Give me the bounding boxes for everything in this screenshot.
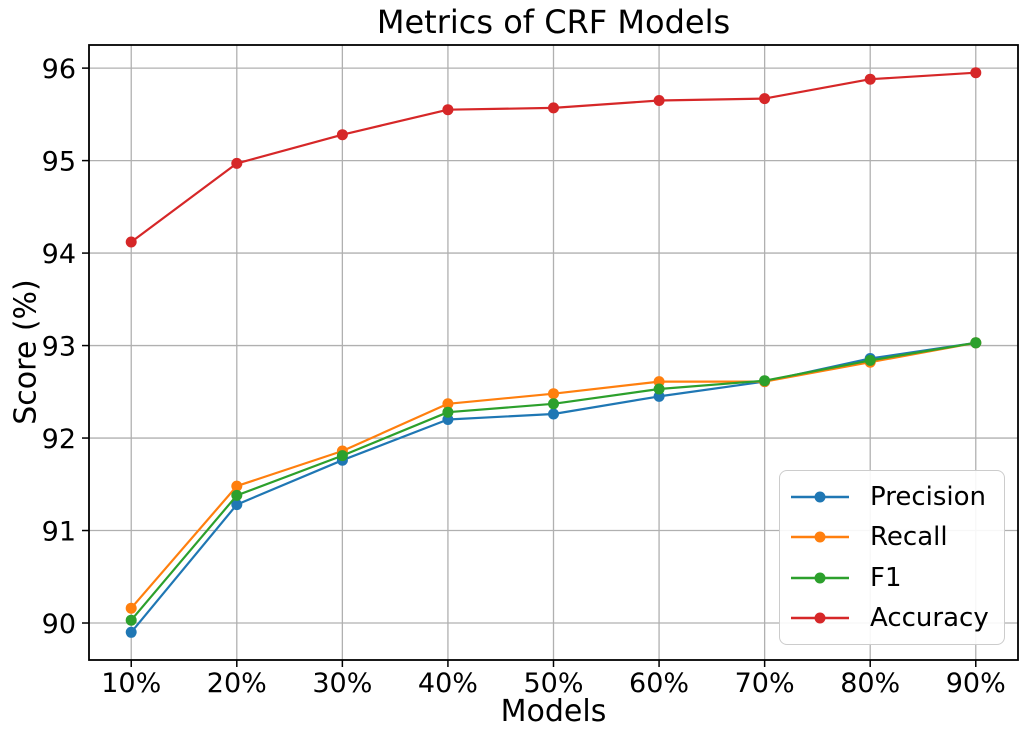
data-point-accuracy bbox=[970, 67, 982, 79]
data-point-accuracy bbox=[548, 102, 559, 114]
x-tick-label: 60% bbox=[629, 668, 689, 699]
legend-line-sample-icon bbox=[791, 531, 849, 543]
data-point-f1 bbox=[970, 337, 982, 349]
legend-line-sample-icon bbox=[791, 491, 849, 503]
x-tick-label: 50% bbox=[523, 668, 583, 699]
x-tick-label: 90% bbox=[946, 668, 1006, 699]
data-point-recall bbox=[125, 602, 137, 614]
legend-label: Accuracy bbox=[870, 602, 989, 633]
data-point-f1 bbox=[231, 489, 243, 501]
x-tick-label: 70% bbox=[735, 668, 795, 699]
y-tick-label: 92 bbox=[42, 424, 76, 455]
legend-item-accuracy: Accuracy bbox=[790, 603, 1004, 633]
y-tick-label: 96 bbox=[42, 54, 76, 85]
legend-line-sample-icon bbox=[791, 612, 849, 624]
x-tick-label: 80% bbox=[840, 668, 900, 699]
data-point-f1 bbox=[653, 383, 665, 395]
legend-item-recall: Recall bbox=[790, 522, 1004, 552]
y-tick-label: 95 bbox=[42, 147, 76, 178]
data-point-accuracy bbox=[336, 129, 348, 141]
data-point-precision bbox=[125, 626, 137, 638]
legend-item-f1: F1 bbox=[790, 563, 1004, 593]
x-tick-label: 20% bbox=[207, 668, 267, 699]
legend-line-sample-icon bbox=[791, 572, 849, 584]
data-point-recall bbox=[442, 398, 454, 410]
axes-frame bbox=[88, 44, 1019, 661]
data-point-recall bbox=[548, 388, 559, 400]
x-axis-label: Models bbox=[500, 694, 607, 729]
y-axis-label: Score (%) bbox=[8, 279, 44, 425]
data-point-f1 bbox=[548, 398, 559, 410]
data-point-precision bbox=[548, 408, 559, 420]
legend: Precision Recall F1 Accuracy bbox=[779, 470, 1005, 645]
x-tick-label: 30% bbox=[312, 668, 372, 699]
legend-label: Precision bbox=[870, 482, 987, 513]
x-tick-label: 10% bbox=[101, 668, 161, 699]
data-point-f1 bbox=[442, 406, 454, 418]
data-point-accuracy bbox=[653, 95, 665, 106]
data-point-accuracy bbox=[759, 93, 771, 105]
data-point-accuracy bbox=[125, 236, 137, 248]
data-point-precision bbox=[231, 499, 243, 511]
y-tick-label: 91 bbox=[42, 517, 76, 548]
y-tick-label: 94 bbox=[42, 239, 76, 270]
legend-label: F1 bbox=[870, 562, 902, 593]
data-point-f1 bbox=[125, 614, 137, 626]
data-point-recall bbox=[231, 480, 243, 492]
legend-label: Recall bbox=[870, 522, 948, 553]
data-point-accuracy bbox=[864, 73, 876, 85]
legend-item-precision: Precision bbox=[790, 482, 1004, 512]
y-tick-label: 93 bbox=[42, 332, 76, 363]
data-point-accuracy bbox=[442, 104, 454, 116]
chart-title: Metrics of CRF Models bbox=[376, 3, 731, 41]
x-tick-label: 40% bbox=[418, 668, 478, 699]
data-point-f1 bbox=[336, 450, 348, 462]
data-point-accuracy bbox=[231, 157, 243, 169]
data-point-f1 bbox=[864, 354, 876, 366]
y-tick-label: 90 bbox=[42, 609, 76, 640]
data-point-f1 bbox=[759, 375, 771, 387]
